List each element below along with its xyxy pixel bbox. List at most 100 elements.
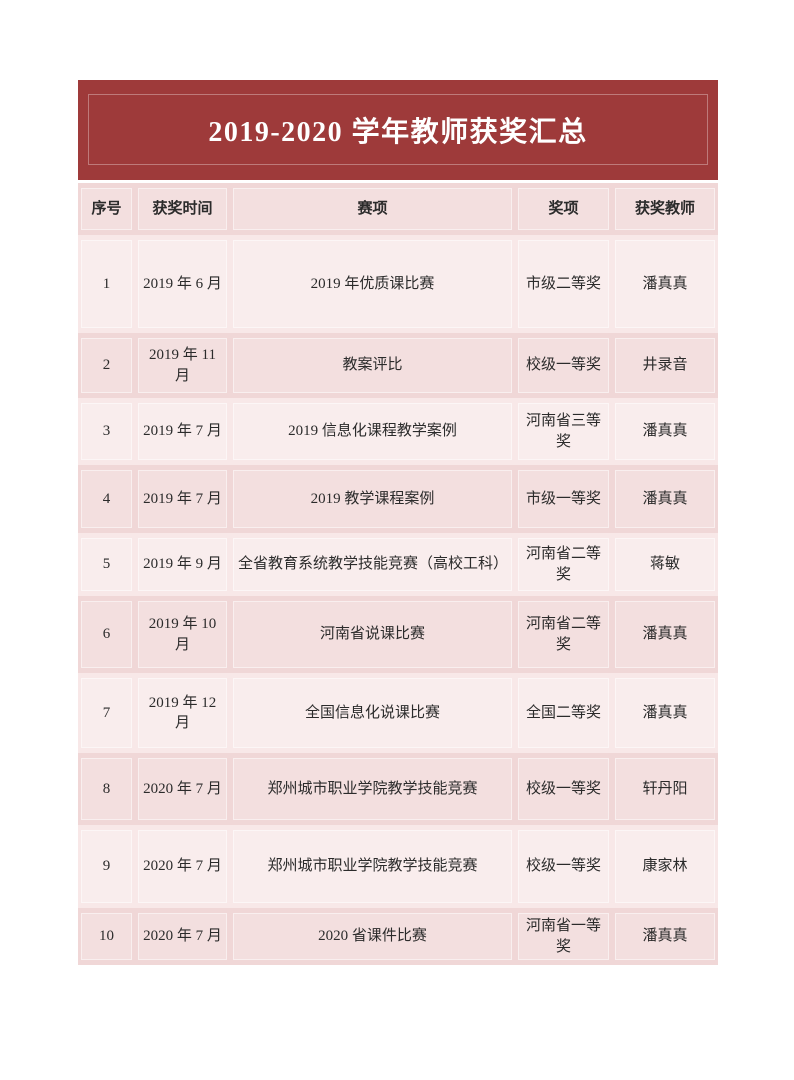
cell-date: 2019 年 9 月 xyxy=(135,533,230,596)
cell-value-award: 河南省二等奖 xyxy=(518,601,609,668)
table-row: 5 2019 年 9 月全省教育系统教学技能竞赛（高校工科） 河南省二等奖 蒋敏 xyxy=(78,533,718,596)
table-body: 1 2019 年 6 月 2019 年优质课比赛 市级二等奖 潘真真 2 2019 年 11… xyxy=(78,235,718,965)
cell-teacher: 潘真真 xyxy=(612,673,718,753)
cell-value-teacher: 康家林 xyxy=(615,830,715,903)
cell-value-teacher: 潘真真 xyxy=(615,678,715,748)
cell-date: 2019 年 7 月 xyxy=(135,465,230,533)
header-label-teacher: 获奖教师 xyxy=(615,188,715,230)
cell-value-date: 2019 年 6 月 xyxy=(138,240,227,328)
cell-value-seq: 4 xyxy=(81,470,132,528)
cell-award: 市级二等奖 xyxy=(515,235,612,333)
header-cell-date: 获奖时间 xyxy=(135,183,230,235)
cell-event: 全国信息化说课比赛 xyxy=(230,673,515,753)
table-row: 7 2019 年 12 月全国信息化说课比赛 全国二等奖 潘真真 xyxy=(78,673,718,753)
cell-seq: 9 xyxy=(78,825,135,908)
cell-award: 河南省三等奖 xyxy=(515,398,612,465)
cell-event: 教案评比 xyxy=(230,333,515,398)
cell-value-seq: 1 xyxy=(81,240,132,328)
cell-value-seq: 8 xyxy=(81,758,132,820)
table-row: 8 2020 年 7 月郑州城市职业学院教学技能竞赛 校级一等奖 轩丹阳 xyxy=(78,753,718,825)
cell-value-event: 2019 教学课程案例 xyxy=(233,470,512,528)
cell-value-teacher: 潘真真 xyxy=(615,403,715,460)
cell-value-seq: 3 xyxy=(81,403,132,460)
header-label-date: 获奖时间 xyxy=(138,188,227,230)
table-row: 9 2020 年 7 月郑州城市职业学院教学技能竞赛 校级一等奖 康家林 xyxy=(78,825,718,908)
cell-teacher: 潘真真 xyxy=(612,596,718,673)
header-cell-event: 赛项 xyxy=(230,183,515,235)
cell-seq: 7 xyxy=(78,673,135,753)
cell-value-event: 全国信息化说课比赛 xyxy=(233,678,512,748)
cell-value-award: 河南省三等奖 xyxy=(518,403,609,460)
cell-event: 2019 教学课程案例 xyxy=(230,465,515,533)
cell-value-date: 2020 年 7 月 xyxy=(138,758,227,820)
cell-teacher: 潘真真 xyxy=(612,235,718,333)
header-label-award: 奖项 xyxy=(518,188,609,230)
table-row: 1 2019 年 6 月 2019 年优质课比赛 市级二等奖 潘真真 xyxy=(78,235,718,333)
cell-value-date: 2019 年 10 月 xyxy=(138,601,227,668)
cell-award: 河南省二等奖 xyxy=(515,533,612,596)
cell-seq: 4 xyxy=(78,465,135,533)
cell-award: 校级一等奖 xyxy=(515,333,612,398)
cell-date: 2019 年 6 月 xyxy=(135,235,230,333)
table-row: 10 2020 年 7 月 2020 省课件比赛 河南省一等奖 潘真真 xyxy=(78,908,718,965)
cell-date: 2020 年 7 月 xyxy=(135,753,230,825)
cell-value-date: 2019 年 7 月 xyxy=(138,470,227,528)
cell-value-award: 市级一等奖 xyxy=(518,470,609,528)
cell-award: 河南省二等奖 xyxy=(515,596,612,673)
cell-value-event: 全省教育系统教学技能竞赛（高校工科） xyxy=(233,538,512,591)
cell-value-seq: 6 xyxy=(81,601,132,668)
cell-value-teacher: 潘真真 xyxy=(615,913,715,960)
cell-seq: 2 xyxy=(78,333,135,398)
header-label-event: 赛项 xyxy=(233,188,512,230)
cell-date: 2020 年 7 月 xyxy=(135,825,230,908)
cell-value-seq: 10 xyxy=(81,913,132,960)
cell-value-event: 教案评比 xyxy=(233,338,512,393)
cell-value-event: 2020 省课件比赛 xyxy=(233,913,512,960)
cell-value-seq: 7 xyxy=(81,678,132,748)
cell-value-seq: 9 xyxy=(81,830,132,903)
header-cell-teacher: 获奖教师 xyxy=(612,183,718,235)
cell-seq: 10 xyxy=(78,908,135,965)
cell-value-date: 2020 年 7 月 xyxy=(138,830,227,903)
cell-event: 郑州城市职业学院教学技能竞赛 xyxy=(230,825,515,908)
cell-value-teacher: 潘真真 xyxy=(615,601,715,668)
cell-seq: 1 xyxy=(78,235,135,333)
cell-value-award: 校级一等奖 xyxy=(518,338,609,393)
cell-seq: 8 xyxy=(78,753,135,825)
table-header-row: 序号 获奖时间 赛项 奖项 获奖教师 xyxy=(78,183,718,235)
cell-award: 河南省一等奖 xyxy=(515,908,612,965)
cell-date: 2020 年 7 月 xyxy=(135,908,230,965)
cell-value-teacher: 轩丹阳 xyxy=(615,758,715,820)
cell-seq: 5 xyxy=(78,533,135,596)
cell-value-award: 市级二等奖 xyxy=(518,240,609,328)
cell-value-teacher: 蒋敏 xyxy=(615,538,715,591)
cell-value-award: 校级一等奖 xyxy=(518,758,609,820)
cell-event: 2019 信息化课程教学案例 xyxy=(230,398,515,465)
cell-teacher: 潘真真 xyxy=(612,465,718,533)
cell-value-date: 2019 年 9 月 xyxy=(138,538,227,591)
cell-value-seq: 5 xyxy=(81,538,132,591)
table-row: 4 2019 年 7 月 2019 教学课程案例 市级一等奖 潘真真 xyxy=(78,465,718,533)
cell-teacher: 潘真真 xyxy=(612,908,718,965)
cell-value-award: 河南省一等奖 xyxy=(518,913,609,960)
cell-event: 河南省说课比赛 xyxy=(230,596,515,673)
cell-teacher: 康家林 xyxy=(612,825,718,908)
cell-value-event: 郑州城市职业学院教学技能竞赛 xyxy=(233,758,512,820)
header-label-seq: 序号 xyxy=(81,188,132,230)
cell-value-award: 校级一等奖 xyxy=(518,830,609,903)
cell-teacher: 潘真真 xyxy=(612,398,718,465)
page-title: 2019-2020 学年教师获奖汇总 xyxy=(208,117,588,148)
cell-value-award: 全国二等奖 xyxy=(518,678,609,748)
cell-teacher: 井录音 xyxy=(612,333,718,398)
cell-date: 2019 年 12 月 xyxy=(135,673,230,753)
cell-seq: 6 xyxy=(78,596,135,673)
cell-value-teacher: 潘真真 xyxy=(615,240,715,328)
cell-value-date: 2019 年 7 月 xyxy=(138,403,227,460)
table-row: 6 2019 年 10 月河南省说课比赛 河南省二等奖 潘真真 xyxy=(78,596,718,673)
header-cell-award: 奖项 xyxy=(515,183,612,235)
cell-event: 2019 年优质课比赛 xyxy=(230,235,515,333)
cell-value-seq: 2 xyxy=(81,338,132,393)
cell-event: 2020 省课件比赛 xyxy=(230,908,515,965)
cell-value-date: 2020 年 7 月 xyxy=(138,913,227,960)
table-row: 2 2019 年 11 月教案评比 校级一等奖 井录音 xyxy=(78,333,718,398)
